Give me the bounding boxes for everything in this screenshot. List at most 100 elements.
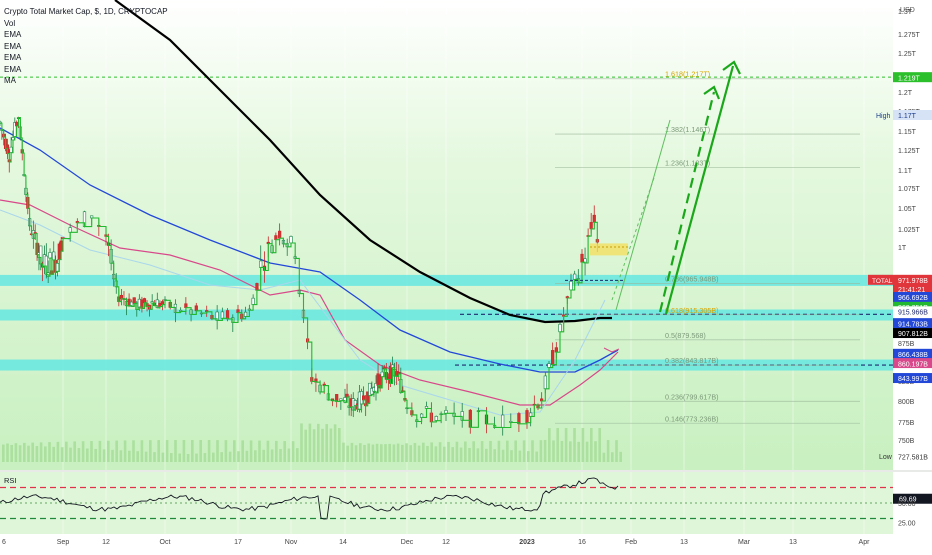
volume-bar: [39, 442, 43, 462]
volume-bar: [304, 429, 307, 462]
badge-support1-bg: [893, 306, 932, 317]
volume-bar: [262, 449, 265, 462]
volume-bar: [249, 440, 253, 462]
volume-bar: [438, 442, 442, 462]
volume-bar: [333, 424, 337, 462]
volume-bar: [493, 449, 496, 462]
volume-bar: [472, 441, 475, 462]
badge-countdown-bg: [893, 283, 932, 294]
volume-bar: [573, 428, 576, 462]
volume-bar: [10, 444, 13, 462]
volume-bar: [48, 442, 51, 462]
fib-label: 0.5(879.568): [665, 331, 706, 340]
volume-bar: [367, 443, 370, 462]
price-tick-label: 1.15T: [898, 129, 917, 136]
badge-countdown-text: 21:41:21: [898, 287, 925, 294]
candle-body: [255, 283, 259, 291]
candle-body: [361, 395, 366, 401]
indicator-ema-4[interactable]: EMA: [4, 64, 22, 74]
volume-bars: [2, 423, 622, 462]
volume-bar: [233, 440, 236, 462]
volume-bar: [6, 443, 9, 462]
time-tick-label: Dec: [401, 539, 414, 546]
arrow-dashed: [658, 91, 716, 313]
volume-bar: [94, 448, 97, 462]
badge-low: 727.581B: [893, 451, 932, 461]
volume-bar: [434, 446, 438, 462]
volume-bar: [329, 428, 333, 462]
volume-bar: [2, 444, 5, 462]
candle-body: [142, 298, 147, 304]
volume-bar: [338, 428, 341, 462]
arrow-solid-head: [722, 60, 741, 75]
volume-bar: [220, 452, 223, 462]
volume-bar: [564, 428, 568, 462]
candle-body: [220, 311, 224, 319]
volume-bar: [123, 440, 127, 462]
fib-label: 0.786(965.948B): [665, 274, 719, 283]
time-axis-bg: [0, 534, 932, 550]
indicator-vol[interactable]: Vol: [4, 18, 16, 28]
symbol-tag-bg: [868, 274, 893, 285]
volume-bar: [186, 453, 190, 462]
volume-bar: [585, 441, 589, 462]
indicator-ema-1[interactable]: EMA: [4, 30, 22, 39]
badge-ema4: 866.438B: [893, 348, 932, 359]
candle-body: [259, 260, 263, 268]
badge-ema1: 966.692B: [893, 291, 932, 302]
price-tick-label: 1.025T: [898, 227, 921, 234]
volume-bar: [228, 451, 232, 462]
ema-blue-line: [0, 127, 619, 373]
indicator-ma[interactable]: MA: [4, 76, 16, 85]
volume-bar: [342, 442, 345, 462]
candle-body: [243, 311, 248, 317]
price-tick-label: 1.3T: [898, 9, 913, 16]
arrow-thin: [615, 119, 671, 311]
price-pane-background: [0, 0, 893, 470]
volume-bar: [144, 451, 148, 462]
badge-ema4-text: 866.438B: [898, 352, 928, 359]
volume-bar: [459, 447, 463, 462]
volume-bar: [245, 450, 249, 462]
volume-bar: [375, 443, 379, 462]
fib-label: 0.618(915.305B): [665, 306, 719, 315]
volume-bar: [111, 449, 114, 462]
volume-bar: [451, 447, 454, 462]
low-label: Low: [879, 454, 893, 461]
volume-bar: [598, 428, 601, 462]
badge-ema3: 914.783B: [893, 318, 932, 328]
volume-bar: [401, 444, 404, 462]
volume-bar: [132, 440, 135, 462]
price-tick-label: 775B: [898, 420, 915, 427]
volume-bar: [65, 441, 68, 462]
time-tick-label: 17: [234, 539, 242, 546]
volume-bar: [485, 448, 488, 462]
volume-bar: [392, 444, 396, 462]
candle-body: [434, 416, 438, 421]
indicator-ema-2[interactable]: EMA: [4, 41, 22, 51]
volume-bar: [157, 440, 160, 462]
price-tick-label: 1.2T: [898, 90, 913, 97]
candle-body: [225, 310, 230, 320]
volume-bar: [413, 442, 417, 462]
volume-bar: [23, 442, 26, 462]
volume-bar: [409, 445, 412, 462]
volume-bar: [14, 443, 18, 462]
candle-body: [592, 214, 596, 223]
chart-title[interactable]: Crypto Total Market Cap, $, 1D, CRYPTOCA…: [4, 7, 168, 16]
indicator-ema-3[interactable]: EMA: [4, 53, 22, 62]
price-tick-label: 1.075T: [898, 186, 921, 193]
volume-bar: [195, 453, 198, 462]
time-tick-label: Sep: [57, 539, 70, 546]
volume-bar: [539, 440, 543, 462]
volume-bar: [535, 451, 538, 462]
candle-body: [9, 146, 13, 153]
rsi-label: RSI: [4, 476, 17, 485]
candle-body: [543, 375, 547, 390]
price-tick-label: 800B: [898, 399, 915, 406]
price-tick-label: 1.275T: [898, 32, 921, 39]
volume-bar: [241, 440, 244, 462]
volume-bar: [287, 448, 291, 462]
volume-bar: [548, 428, 551, 462]
